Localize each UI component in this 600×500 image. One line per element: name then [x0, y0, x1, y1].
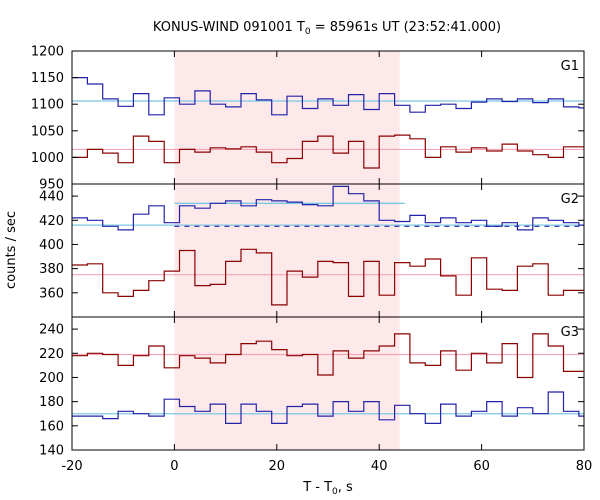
y-tick-label-g2: 400: [39, 238, 64, 253]
y-tick-label-g1: 950: [39, 178, 64, 193]
chart-title-rest: = 85961s UT (23:52:41.000): [311, 20, 501, 35]
x-tick-label: 60: [473, 459, 490, 474]
panel-g3: [72, 333, 584, 424]
y-tick-label-g2: 360: [39, 286, 64, 301]
step-series-g1-2: [72, 134, 584, 169]
chart-title-main: KONUS-WIND 091001 T: [153, 20, 305, 35]
background-layer: [174, 51, 400, 450]
y-axis-label: counts / sec: [4, 211, 19, 289]
step-series-g3-1: [72, 333, 584, 379]
step-series-g3-2: [72, 391, 584, 424]
y-tick-label-g1: 1200: [31, 45, 64, 60]
x-axis-label-rest: , s: [338, 480, 353, 495]
x-tick-label: -20: [61, 459, 82, 474]
frame-layer: 95010001050110011501200G1360380400420440…: [31, 45, 592, 475]
data-layer: [72, 77, 584, 424]
y-tick-label-g1: 1100: [31, 98, 64, 113]
panel-label-g2: G2: [561, 192, 579, 207]
y-tick-label-g1: 1050: [31, 124, 64, 139]
x-axis-label-subscript: 0: [332, 487, 338, 497]
x-axis-label: T - T0, s: [302, 480, 353, 497]
step-series-g2-2: [72, 248, 584, 306]
panel-frame-g3: [71, 316, 585, 451]
y-tick-label-g3: 160: [39, 419, 64, 434]
y-tick-label-g3: 200: [39, 371, 64, 386]
y-tick-label-g3: 140: [39, 444, 64, 459]
panel-label-g3: G3: [561, 325, 579, 340]
panel-g1: [72, 77, 584, 169]
x-tick-label: 0: [170, 459, 178, 474]
step-series-g1-1: [72, 77, 584, 116]
chart-title: KONUS-WIND 091001 T0 = 85961s UT (23:52:…: [153, 20, 501, 37]
panel-label-g1: G1: [561, 59, 579, 74]
y-tick-label-g3: 240: [39, 323, 64, 338]
chart-title-subscript: 0: [305, 27, 311, 37]
y-tick-label-g3: 220: [39, 347, 64, 362]
y-tick-label-g2: 380: [39, 262, 64, 277]
y-tick-label-g2: 440: [39, 190, 64, 205]
panel-g2: [72, 185, 584, 306]
burst-interval-highlight: [174, 51, 400, 450]
y-tick-label-g1: 1000: [31, 151, 64, 166]
x-tick-label: 40: [371, 459, 388, 474]
y-tick-label-g1: 1150: [31, 71, 64, 86]
x-tick-label: 80: [576, 459, 593, 474]
y-tick-label-g3: 180: [39, 395, 64, 410]
step-series-g2-1: [72, 185, 584, 231]
x-tick-label: 20: [269, 459, 286, 474]
y-tick-label-g2: 420: [39, 214, 64, 229]
x-axis-label-main: T - T: [302, 480, 332, 495]
